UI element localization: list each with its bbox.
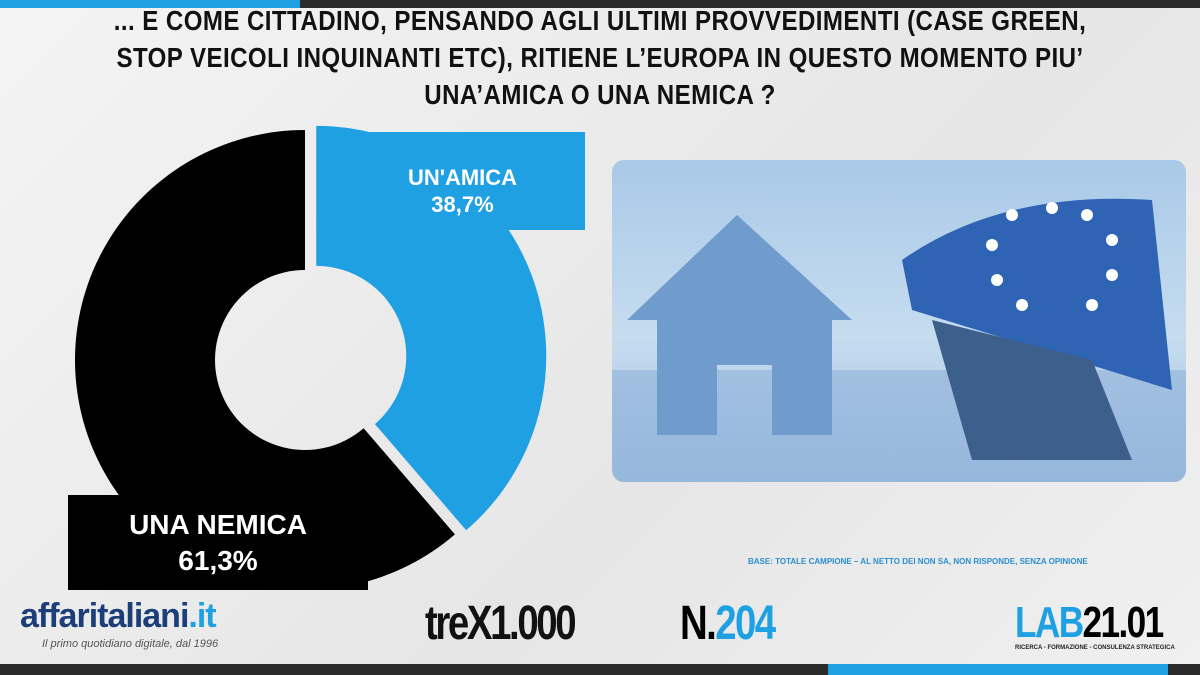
- number-value: 204: [715, 597, 776, 650]
- house-eu-flag-photo: [612, 160, 1186, 482]
- issue-number: N.204: [680, 596, 776, 651]
- label-amica-value: 38,7%: [431, 192, 494, 217]
- top-bar: [0, 0, 1200, 8]
- base-note: BASE: TOTALE CAMPIONE – AL NETTO DEI NON…: [748, 557, 1088, 566]
- top-bar-accent: [0, 0, 300, 8]
- label-amica: UN'AMICA 38,7%: [340, 132, 585, 230]
- lab2101-logo: LAB21.01: [1015, 598, 1165, 648]
- lab-a: LAB: [1015, 598, 1084, 647]
- chart-title: ... E COME CITTADINO, PENSANDO AGLI ULTI…: [113, 5, 1087, 110]
- lab-b: 21.01: [1082, 598, 1165, 647]
- label-amica-name: UN'AMICA: [407, 165, 518, 190]
- number-prefix: N.: [680, 597, 717, 650]
- label-nemica-name: UNA NEMICA: [129, 509, 307, 540]
- label-nemica: UNA NEMICA 61,3%: [68, 495, 368, 590]
- lab-tagline: RICERCA - FORMAZIONE - CONSULENZA STRATE…: [1015, 645, 1175, 651]
- trex1000-logo: treX1.000: [425, 597, 577, 650]
- brand-main: affaritaliani: [20, 597, 189, 635]
- donut-slice-nemica: [74, 130, 455, 590]
- bottom-bar-accent: [828, 664, 1168, 675]
- brand-tld: .it: [188, 597, 216, 635]
- affaritaliani-logo: affaritaliani.it: [20, 597, 217, 636]
- label-nemica-value: 61,3%: [178, 545, 258, 576]
- brand-tagline: Il primo quotidiano digitale, dal 1996: [42, 638, 219, 650]
- bottom-bar: [0, 664, 1200, 675]
